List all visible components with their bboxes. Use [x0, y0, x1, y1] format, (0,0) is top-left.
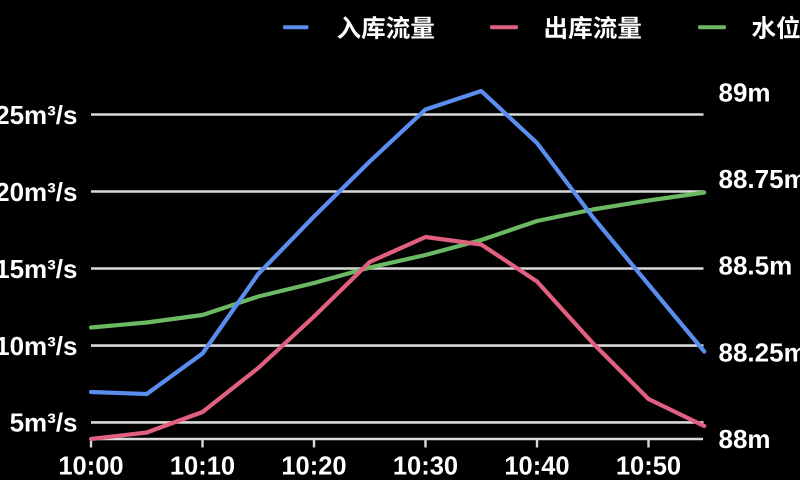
svg-text:88.25m: 88.25m — [719, 337, 800, 367]
svg-text:89m: 89m — [719, 77, 771, 107]
svg-text:5m³/s: 5m³/s — [10, 408, 78, 438]
svg-text:10:10: 10:10 — [170, 453, 235, 480]
svg-text:88m: 88m — [719, 424, 771, 454]
svg-text:88.75m: 88.75m — [719, 164, 800, 194]
svg-text:10:50: 10:50 — [616, 453, 681, 480]
svg-text:20m³/s: 20m³/s — [0, 177, 78, 207]
svg-text:88.5m: 88.5m — [719, 251, 793, 281]
svg-text:10:00: 10:00 — [58, 453, 123, 480]
svg-text:10m³/s: 10m³/s — [0, 331, 78, 361]
svg-text:10:20: 10:20 — [281, 453, 346, 480]
svg-text:10:30: 10:30 — [393, 453, 458, 480]
svg-text:10:40: 10:40 — [504, 453, 569, 480]
svg-text:25m³/s: 25m³/s — [0, 100, 78, 130]
svg-text:15m³/s: 15m³/s — [0, 254, 78, 284]
